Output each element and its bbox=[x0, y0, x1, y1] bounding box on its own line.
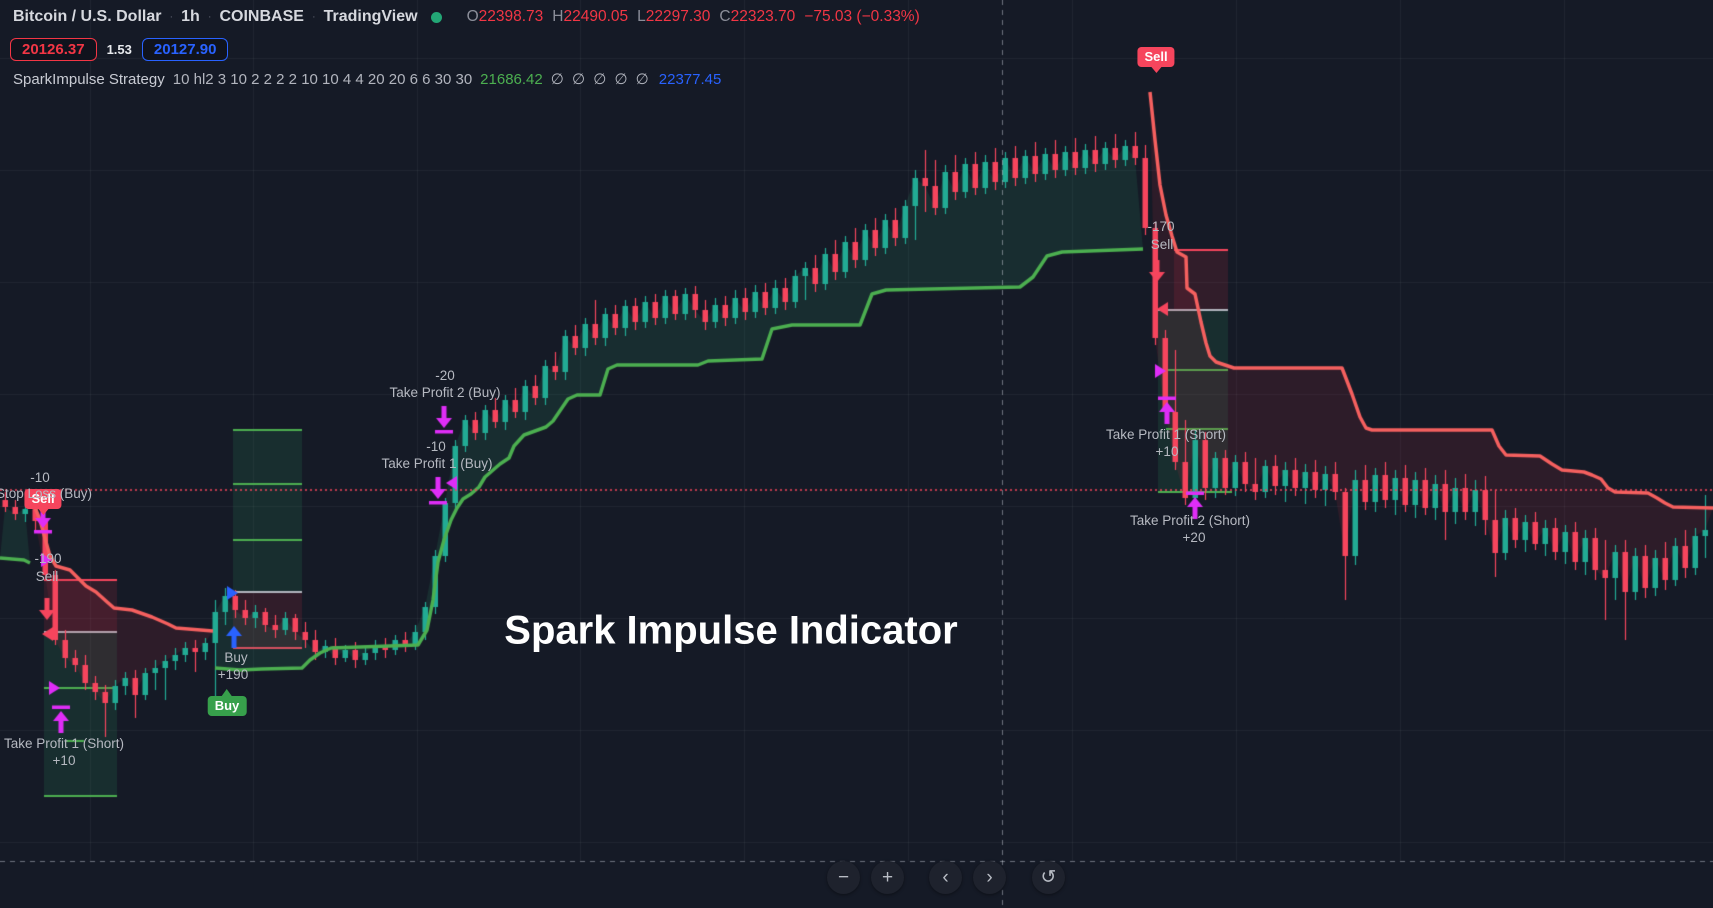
minus-icon: − bbox=[837, 867, 850, 888]
exchange-label: COINBASE bbox=[219, 8, 304, 25]
zoom-out-button[interactable]: − bbox=[827, 861, 860, 894]
strategy-legend[interactable]: SparkImpulse Strategy 10 hl2 3 10 2 2 2 … bbox=[13, 70, 722, 89]
chevron-left-icon: ‹ bbox=[942, 867, 949, 888]
chevron-right-icon: › bbox=[986, 867, 993, 888]
indicator-watermark: Spark Impulse Indicator bbox=[504, 608, 958, 653]
scroll-right-button[interactable]: › bbox=[973, 861, 1006, 894]
plus-icon: + bbox=[881, 867, 894, 888]
change-value: −75.03 (−0.33%) bbox=[804, 8, 920, 25]
symbol-title[interactable]: Bitcoin / U.S. Dollar bbox=[13, 8, 162, 25]
platform-label: TradingView bbox=[323, 8, 418, 25]
low-value: 22297.30 bbox=[645, 8, 711, 25]
scroll-left-button[interactable]: ‹ bbox=[929, 861, 962, 894]
reset-icon: ↺ bbox=[1040, 867, 1057, 888]
strategy-value-blue: 22377.45 bbox=[658, 70, 722, 88]
high-value: 22490.05 bbox=[563, 8, 629, 25]
separator-dot: · bbox=[311, 11, 316, 23]
ohlc-readout: O22398.73 H22490.05 L22297.30 C22323.70 … bbox=[467, 8, 920, 26]
open-label: O bbox=[466, 8, 479, 25]
strategy-params: 10 hl2 3 10 2 2 2 2 10 10 4 4 20 20 6 6 … bbox=[172, 70, 473, 88]
symbol-header: Bitcoin / U.S. Dollar · 1h · COINBASE · … bbox=[13, 8, 920, 26]
open-value: 22398.73 bbox=[478, 8, 544, 25]
interval-label[interactable]: 1h bbox=[181, 8, 200, 25]
strategy-name[interactable]: SparkImpulse Strategy bbox=[13, 70, 165, 88]
buy-price-button[interactable]: 20127.90 bbox=[141, 38, 229, 61]
strategy-value-green: 21686.42 bbox=[480, 70, 543, 88]
market-status-icon bbox=[430, 11, 442, 23]
reset-chart-button[interactable]: ↺ bbox=[1032, 861, 1065, 894]
low-label: L bbox=[637, 8, 646, 25]
high-label: H bbox=[552, 8, 564, 25]
close-value: 22323.70 bbox=[730, 8, 796, 25]
separator-dot: · bbox=[169, 11, 174, 23]
spread-value: 1.53 bbox=[106, 42, 132, 57]
order-panel: 20126.37 1.53 20127.90 bbox=[10, 38, 229, 61]
sell-price-button[interactable]: 20126.37 bbox=[10, 38, 97, 61]
close-label: C bbox=[719, 8, 731, 25]
strategy-empty-values: ∅ ∅ ∅ ∅ ∅ bbox=[550, 71, 651, 88]
zoom-in-button[interactable]: + bbox=[871, 861, 904, 894]
separator-dot: · bbox=[207, 11, 212, 23]
